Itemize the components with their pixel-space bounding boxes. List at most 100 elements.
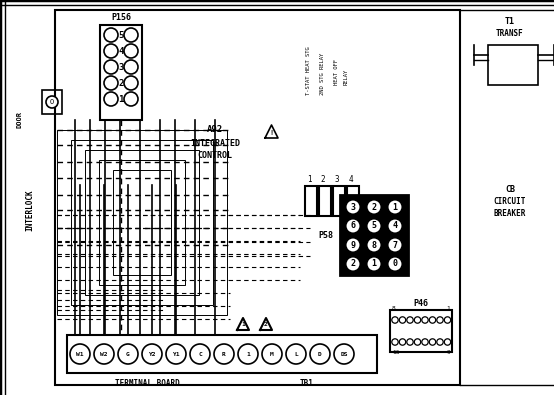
Circle shape xyxy=(422,339,428,345)
Circle shape xyxy=(214,344,234,364)
Text: 1: 1 xyxy=(246,352,250,357)
Circle shape xyxy=(346,199,361,214)
Circle shape xyxy=(444,339,451,345)
Text: 16: 16 xyxy=(392,350,399,356)
Circle shape xyxy=(104,92,118,106)
Bar xyxy=(319,186,331,216)
Circle shape xyxy=(104,28,118,42)
Bar xyxy=(333,186,345,216)
Text: DS: DS xyxy=(340,352,348,357)
Text: TB1: TB1 xyxy=(300,378,314,387)
Circle shape xyxy=(399,339,406,345)
Circle shape xyxy=(429,317,435,323)
Text: 2: 2 xyxy=(264,322,268,327)
Bar xyxy=(113,170,171,275)
Circle shape xyxy=(367,256,382,271)
Circle shape xyxy=(437,317,443,323)
Circle shape xyxy=(166,344,186,364)
Text: INTEGRATED: INTEGRATED xyxy=(190,139,240,147)
Circle shape xyxy=(444,317,451,323)
Bar xyxy=(305,186,317,216)
Circle shape xyxy=(104,76,118,90)
Text: Y1: Y1 xyxy=(172,352,179,357)
Circle shape xyxy=(70,344,90,364)
Circle shape xyxy=(367,237,382,252)
Circle shape xyxy=(310,344,330,364)
Text: M: M xyxy=(270,352,274,357)
Circle shape xyxy=(346,237,361,252)
Text: G: G xyxy=(126,352,130,357)
Circle shape xyxy=(334,344,354,364)
Circle shape xyxy=(104,60,118,74)
Text: 5: 5 xyxy=(372,222,377,231)
Text: 2: 2 xyxy=(351,260,356,269)
Text: 4: 4 xyxy=(348,175,353,184)
Text: 9: 9 xyxy=(351,241,356,250)
Circle shape xyxy=(124,44,138,58)
Text: 9: 9 xyxy=(447,350,450,356)
Circle shape xyxy=(392,339,398,345)
Text: 8: 8 xyxy=(392,307,396,312)
Bar xyxy=(55,10,460,385)
Circle shape xyxy=(94,344,114,364)
Circle shape xyxy=(399,317,406,323)
Text: 1: 1 xyxy=(392,203,398,211)
Text: 2: 2 xyxy=(119,79,124,88)
Circle shape xyxy=(118,344,138,364)
Text: RELAY: RELAY xyxy=(343,69,348,85)
Circle shape xyxy=(387,199,403,214)
Text: P58: P58 xyxy=(319,231,334,239)
Text: D: D xyxy=(318,352,322,357)
Text: CIRCUIT: CIRCUIT xyxy=(494,198,526,207)
Circle shape xyxy=(392,317,398,323)
Text: 1: 1 xyxy=(307,175,311,184)
Text: HEAT OFF: HEAT OFF xyxy=(334,59,338,85)
Circle shape xyxy=(414,339,420,345)
Text: P156: P156 xyxy=(111,13,131,23)
Text: A92: A92 xyxy=(207,126,223,135)
Circle shape xyxy=(407,339,413,345)
Bar xyxy=(488,45,538,85)
Text: TERMINAL BOARD: TERMINAL BOARD xyxy=(115,378,179,387)
Circle shape xyxy=(262,344,282,364)
Text: 8: 8 xyxy=(372,241,377,250)
Text: 2: 2 xyxy=(372,203,377,211)
Text: 1: 1 xyxy=(119,94,124,103)
Circle shape xyxy=(286,344,306,364)
Circle shape xyxy=(142,344,162,364)
Text: 3: 3 xyxy=(335,175,339,184)
Circle shape xyxy=(387,256,403,271)
Text: BREAKER: BREAKER xyxy=(494,209,526,218)
Bar xyxy=(85,150,199,295)
Bar xyxy=(42,90,62,114)
Text: 1: 1 xyxy=(372,260,377,269)
Circle shape xyxy=(387,218,403,233)
Circle shape xyxy=(46,96,58,108)
Bar xyxy=(390,310,452,352)
Circle shape xyxy=(407,317,413,323)
Circle shape xyxy=(124,76,138,90)
Circle shape xyxy=(238,344,258,364)
Text: !: ! xyxy=(269,130,274,136)
Text: C: C xyxy=(198,352,202,357)
Text: W1: W1 xyxy=(76,352,84,357)
Bar xyxy=(67,335,377,373)
Circle shape xyxy=(346,256,361,271)
Circle shape xyxy=(422,317,428,323)
Circle shape xyxy=(124,28,138,42)
Bar xyxy=(57,130,227,315)
Circle shape xyxy=(429,339,435,345)
Circle shape xyxy=(124,92,138,106)
Bar xyxy=(347,186,359,216)
Circle shape xyxy=(346,218,361,233)
Text: INTERLOCK: INTERLOCK xyxy=(25,189,34,231)
Text: T-STAT HEAT STG: T-STAT HEAT STG xyxy=(305,46,310,95)
Bar xyxy=(100,25,142,120)
Text: 6: 6 xyxy=(351,222,356,231)
Text: P46: P46 xyxy=(413,299,428,307)
Circle shape xyxy=(104,44,118,58)
Circle shape xyxy=(367,218,382,233)
Text: 4: 4 xyxy=(119,47,124,56)
Text: 5: 5 xyxy=(119,30,124,40)
Text: R: R xyxy=(222,352,226,357)
